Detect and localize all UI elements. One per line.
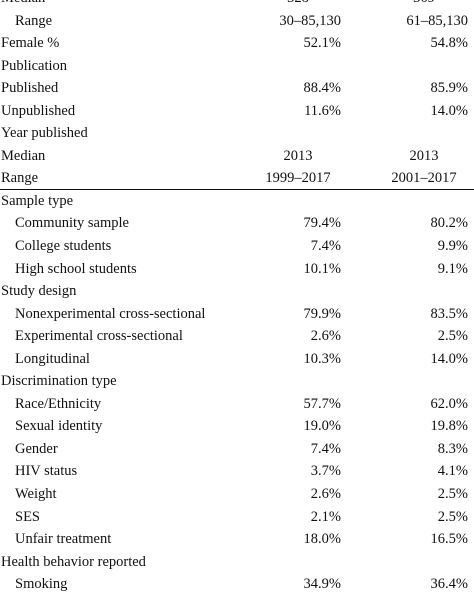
value-column-1: 79.4% xyxy=(303,215,341,232)
row-label: Range xyxy=(15,12,53,29)
value-column-1: 30–85,130 xyxy=(279,12,341,29)
value-column-2: 14.0% xyxy=(430,350,468,367)
value-column-1: 2.6% xyxy=(310,486,341,503)
value-column-2: 9.1% xyxy=(437,260,468,277)
value-column-1: 19.0% xyxy=(303,418,341,435)
table-row: Discrimination type xyxy=(0,370,474,393)
value-column-1: 88.4% xyxy=(303,80,341,97)
row-label: Study design xyxy=(1,283,77,300)
row-label: HIV status xyxy=(15,463,78,480)
row-label: Nonexperimental cross-sectional xyxy=(15,305,206,322)
table-row: Gender 7.4% 8.3% xyxy=(0,438,474,461)
row-label: College students xyxy=(15,238,112,255)
value-column-2: 8.3% xyxy=(437,440,468,457)
table-row: Health behavior reported xyxy=(0,551,474,574)
value-column-2: 61–85,130 xyxy=(406,12,468,29)
table-row: SES 2.1% 2.5% xyxy=(0,506,474,529)
value-column-1: 3.7% xyxy=(310,463,341,480)
value-column-2: 9.9% xyxy=(437,238,468,255)
row-label: Race/Ethnicity xyxy=(15,395,102,412)
table-row: HIV status 3.7% 4.1% xyxy=(0,460,474,483)
row-label: Median xyxy=(1,147,46,164)
value-column-2: 16.5% xyxy=(430,531,468,548)
value-column-2: 14.0% xyxy=(430,102,468,119)
value-column-2: 54.8% xyxy=(430,35,468,52)
table-row: Range 30–85,130 61–85,130 xyxy=(0,10,474,33)
row-label: Health behavior reported xyxy=(1,553,146,570)
row-label: Range xyxy=(1,170,39,187)
value-column-2: 2013 xyxy=(409,147,439,164)
table-row: Publication xyxy=(0,55,474,78)
row-label: Year published xyxy=(1,125,88,142)
value-column-1: 2013 xyxy=(283,147,313,164)
table-row: Year published xyxy=(0,122,474,145)
value-column-2: 2.5% xyxy=(437,508,468,525)
table-row: Median 328 369 xyxy=(0,0,474,10)
value-column-2: 19.8% xyxy=(430,418,468,435)
row-label: Gender xyxy=(15,440,58,457)
value-column-1: 7.4% xyxy=(310,238,341,255)
value-column-1: 11.6% xyxy=(304,102,341,119)
value-column-1: 34.9% xyxy=(303,576,341,593)
value-column-2: 2.5% xyxy=(437,486,468,503)
table-row: Range 1999–2017 2001–2017 xyxy=(0,167,474,190)
table-row: Median 2013 2013 xyxy=(0,145,474,168)
row-label: Unfair treatment xyxy=(15,531,112,548)
table-row: Nonexperimental cross-sectional 79.9% 83.5… xyxy=(0,303,474,326)
row-label: Longitudinal xyxy=(15,350,90,367)
row-label: Female % xyxy=(1,35,60,52)
value-column-2: 4.1% xyxy=(437,463,468,480)
table-row: Community sample 79.4% 80.2% xyxy=(0,212,474,235)
value-column-2: 62.0% xyxy=(430,395,468,412)
row-label: Community sample xyxy=(15,215,129,232)
value-column-1: 328 xyxy=(248,0,348,10)
value-column-2: 2.5% xyxy=(437,328,468,345)
table-row: Study design xyxy=(0,280,474,303)
row-label: High school students xyxy=(15,260,137,277)
row-label: Discrimination type xyxy=(1,373,117,390)
table-row: Weight 2.6% 2.5% xyxy=(0,483,474,506)
table-row: Smoking 34.9% 36.4% xyxy=(0,573,474,596)
table-row: Sexual identity 19.0% 19.8% xyxy=(0,415,474,438)
table-row: Unpublished 11.6% 14.0% xyxy=(0,100,474,123)
value-column-1: 10.3% xyxy=(303,350,341,367)
table-row: Experimental cross-sectional 2.6% 2.5% xyxy=(0,325,474,348)
value-column-2: 80.2% xyxy=(430,215,468,232)
table-row: High school students 10.1% 9.1% xyxy=(0,258,474,281)
value-column-1: 79.9% xyxy=(303,305,341,322)
value-column-2: 369 xyxy=(374,0,474,10)
value-column-1: 1999–2017 xyxy=(265,170,331,187)
row-label: SES xyxy=(15,508,40,525)
row-label: Sexual identity xyxy=(15,418,103,435)
table-row: College students 7.4% 9.9% xyxy=(0,235,474,258)
value-column-2: 83.5% xyxy=(430,305,468,322)
table-row: Published 88.4% 85.9% xyxy=(0,77,474,100)
value-column-1: 18.0% xyxy=(303,531,341,548)
value-column-1: 57.7% xyxy=(303,395,341,412)
row-label: Weight xyxy=(15,486,57,503)
value-column-1: 2.6% xyxy=(310,328,341,345)
value-column-1: 10.1% xyxy=(303,260,341,277)
table-row: Longitudinal 10.3% 14.0% xyxy=(0,348,474,371)
row-label: Published xyxy=(1,80,59,97)
table-row: Sample type xyxy=(0,190,474,213)
row-label: Median xyxy=(1,0,45,10)
table-row: Female % 52.1% 54.8% xyxy=(0,32,474,55)
table-row: Unfair treatment 18.0% 16.5% xyxy=(0,528,474,551)
value-column-2: 85.9% xyxy=(430,80,468,97)
value-column-2: 2001–2017 xyxy=(391,170,457,187)
row-label: Publication xyxy=(1,57,68,74)
value-column-2: 36.4% xyxy=(430,576,468,593)
row-label: Experimental cross-sectional xyxy=(15,328,183,345)
row-label: Sample type xyxy=(1,192,74,209)
value-column-1: 52.1% xyxy=(303,35,341,52)
value-column-1: 2.1% xyxy=(310,508,341,525)
row-label: Unpublished xyxy=(1,102,76,119)
row-label: Smoking xyxy=(15,576,68,593)
value-column-1: 7.4% xyxy=(310,440,341,457)
table-row: Race/Ethnicity 57.7% 62.0% xyxy=(0,393,474,416)
